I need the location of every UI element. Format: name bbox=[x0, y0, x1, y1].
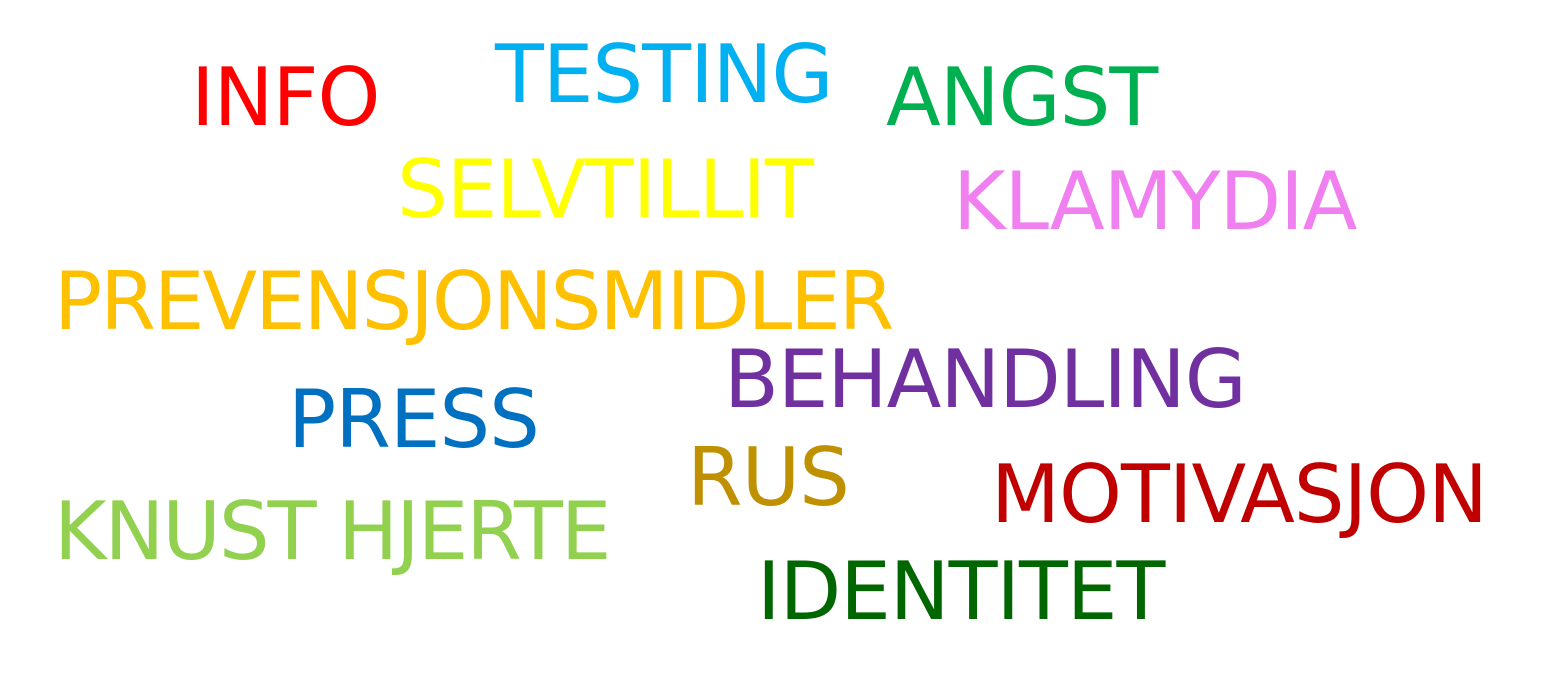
word-selvtillit: SELVTILLIT bbox=[397, 143, 814, 236]
word-testing: TESTING bbox=[495, 28, 833, 121]
word-rus: RUS bbox=[687, 431, 850, 524]
word-angst: ANGST bbox=[886, 51, 1158, 144]
word-klamydia: KLAMYDIA bbox=[953, 155, 1357, 248]
word-prevensjonsmidler: PREVENSJONSMIDLER bbox=[54, 255, 894, 348]
word-info: INFO bbox=[191, 51, 380, 144]
word-knust-hjerte: KNUST HJERTE bbox=[54, 485, 611, 578]
word-press: PRESS bbox=[288, 373, 540, 466]
word-motivasjon: MOTIVASJON bbox=[991, 448, 1488, 541]
word-identitet: IDENTITET bbox=[757, 545, 1165, 638]
word-behandling: BEHANDLING bbox=[724, 333, 1247, 426]
